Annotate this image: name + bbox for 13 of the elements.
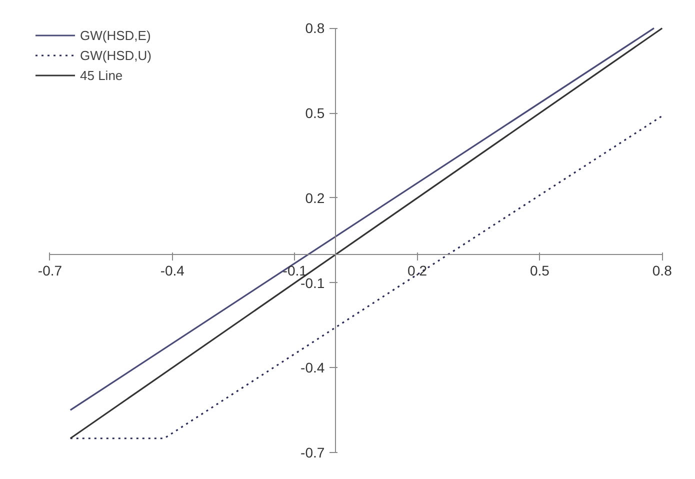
x-tick-label: -0.7	[38, 262, 62, 279]
legend-label: GW(HSD,U)	[80, 48, 152, 62]
y-tick-label: -0.4	[300, 360, 325, 376]
y-tick-label: 0.2	[305, 190, 325, 206]
legend-label: 45 Line	[80, 68, 123, 82]
legend-label: GW(HSD,E)	[80, 28, 151, 42]
x-tick-label: 0.2	[408, 262, 428, 279]
x-tick-label: 0.8	[652, 262, 672, 279]
y-tick-label: -0.7	[300, 444, 325, 461]
x-tick-label: 0.5	[530, 262, 550, 279]
x-tick-label: -0.4	[160, 262, 185, 279]
y-tick-label: 0.5	[305, 105, 325, 122]
y-tick-label: 0.8	[305, 20, 325, 36]
